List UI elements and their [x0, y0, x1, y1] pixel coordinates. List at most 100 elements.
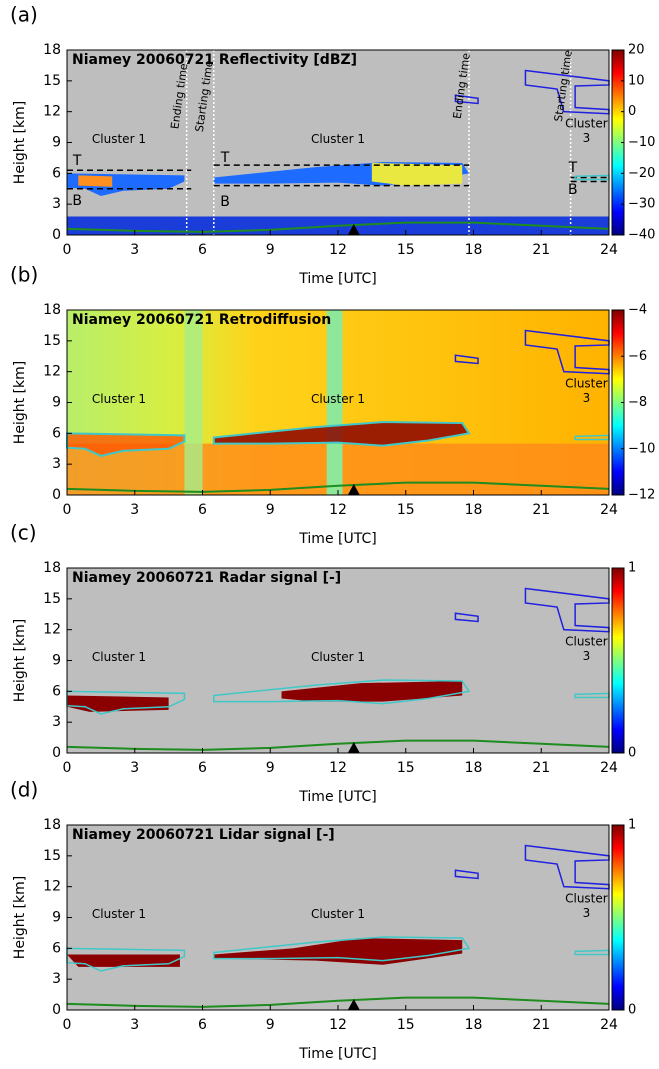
colorbar-tick-label: −10 [628, 441, 655, 456]
panel-label: (b) [10, 263, 38, 287]
cluster-outline [212, 421, 471, 447]
x-tick-label: 0 [63, 1017, 72, 1033]
x-tick-label: 3 [130, 1017, 139, 1033]
cluster-outline [66, 690, 186, 715]
chart-title: Niamey 20060721 Radar signal [-] [72, 570, 341, 586]
cluster-outline [66, 432, 186, 457]
annotation: Cluster 1 [92, 650, 146, 664]
cluster-outline [66, 947, 186, 972]
colorbar-tick-label: 0 [628, 104, 636, 119]
y-tick-label: 0 [52, 227, 61, 243]
colorbar-tick-label: 0 [628, 746, 636, 761]
chart-title: Niamey 20060721 Retrodiffusion [72, 312, 331, 328]
cluster-outline [454, 612, 479, 623]
sunset-marker [347, 484, 360, 495]
signal [213, 422, 469, 446]
colorbar [611, 824, 625, 1011]
x-tick-label: 9 [266, 502, 275, 518]
annotation: B [72, 193, 82, 209]
y-tick-label: 9 [52, 395, 61, 411]
x-tick-label: 15 [397, 1017, 415, 1033]
x-tick-label: 18 [465, 242, 483, 258]
x-tick-label: 12 [329, 760, 347, 776]
x-tick-label: 0 [63, 502, 72, 518]
y-tick-label: 3 [52, 456, 61, 472]
x-tick-label: 3 [130, 502, 139, 518]
x-tick-label: 24 [600, 242, 618, 258]
x-tick-label: 9 [266, 760, 275, 776]
y-tick-label: 0 [52, 1002, 61, 1018]
x-tick-label: 18 [465, 760, 483, 776]
plot-background [67, 825, 609, 1010]
x-tick-label: 15 [397, 502, 415, 518]
signal [67, 954, 180, 967]
x-tick-label: 15 [397, 760, 415, 776]
y-tick-label: 15 [43, 333, 61, 349]
annotation: Cluster 1 [92, 907, 146, 921]
chart-title: Niamey 20060721 Reflectivity [dBZ] [72, 52, 357, 68]
y-tick-label: 15 [43, 848, 61, 864]
annotation: Cluster 1 [311, 392, 365, 406]
annotation: Cluster 1 [311, 650, 365, 664]
annotation: 3 [583, 391, 591, 405]
sunset-marker [347, 999, 360, 1010]
panel-label: (d) [10, 778, 38, 802]
colorbar-tick-label: −20 [628, 166, 655, 181]
y-tick-label: 15 [43, 591, 61, 607]
x-tick-label: 6 [198, 242, 207, 258]
annotation: Cluster 1 [311, 907, 365, 921]
y-tick-label: 9 [52, 910, 61, 926]
x-tick-label: 15 [397, 242, 415, 258]
x-axis-label: Time [UTC] [298, 531, 376, 547]
boundary-layer-line [66, 996, 610, 1008]
annotation: T [220, 150, 230, 166]
x-tick-label: 3 [130, 242, 139, 258]
annotation: Cluster [565, 892, 608, 906]
colorbar-tick-label: −30 [628, 197, 655, 212]
chart-title: Niamey 20060721 Lidar signal [-] [72, 827, 335, 843]
x-tick-label: 21 [532, 242, 550, 258]
colorbar-tick-label: −12 [628, 488, 655, 503]
y-tick-label: 12 [43, 622, 61, 638]
y-tick-label: 9 [52, 135, 61, 151]
annotation: Cluster [565, 377, 608, 391]
y-axis-label: Height [km] [12, 361, 28, 444]
x-tick-label: 18 [465, 502, 483, 518]
colorbar-tick-label: −10 [628, 135, 655, 150]
annotation: Cluster [565, 635, 608, 649]
panel-label: (a) [10, 3, 38, 27]
echo-core [371, 163, 463, 186]
sunset-marker [347, 742, 360, 753]
clear-strip [184, 310, 203, 495]
sunset-marker [347, 224, 360, 235]
colorbar-tick-label: 0 [628, 1003, 636, 1018]
cluster-outline [213, 936, 471, 962]
y-tick-label: 6 [52, 165, 61, 181]
x-tick-label: 24 [600, 1017, 618, 1033]
y-tick-label: 3 [52, 714, 61, 730]
colorbar-tick-label: −4 [628, 303, 647, 318]
x-axis-label: Time [UTC] [298, 271, 376, 287]
signal [281, 681, 463, 702]
y-tick-label: 12 [43, 104, 61, 120]
annotation: Cluster [565, 117, 608, 131]
x-tick-label: 24 [600, 760, 618, 776]
annotation: Cluster 1 [92, 392, 146, 406]
annotation: 3 [583, 649, 591, 663]
y-tick-label: 15 [43, 73, 61, 89]
x-tick-label: 0 [63, 242, 72, 258]
panel-label: (c) [10, 521, 37, 545]
y-tick-label: 6 [52, 425, 61, 441]
plot-background [67, 50, 609, 235]
y-tick-label: 18 [43, 817, 61, 833]
y-tick-label: 9 [52, 653, 61, 669]
x-tick-label: 12 [329, 502, 347, 518]
y-tick-label: 18 [43, 560, 61, 576]
boundary-layer-line [66, 481, 610, 493]
y-axis-label: Height [km] [12, 876, 28, 959]
colorbar-tick-label: 1 [628, 561, 636, 576]
x-tick-label: 3 [130, 760, 139, 776]
colorbar-tick-label: 1 [628, 818, 636, 833]
